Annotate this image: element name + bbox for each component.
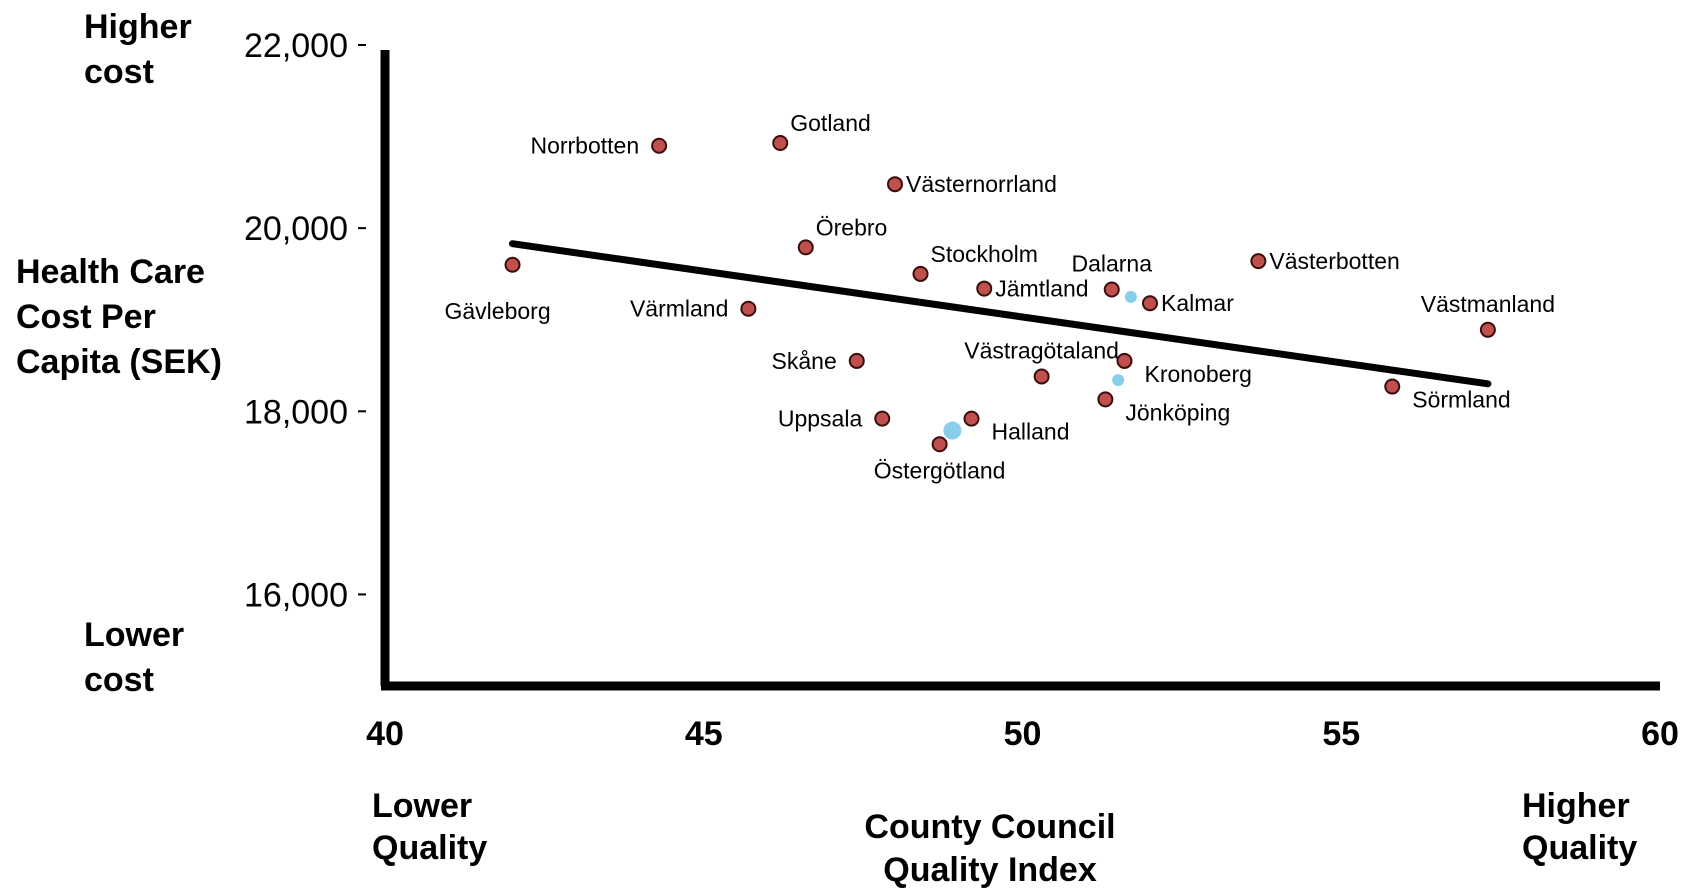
data-point xyxy=(1097,391,1114,408)
point-label: Västmanland xyxy=(1421,291,1555,317)
y-tick-label: 16,000 xyxy=(244,576,348,614)
x-low-annotation: Quality xyxy=(372,829,487,867)
point-label: Gävleborg xyxy=(445,298,551,324)
point-label: Kalmar xyxy=(1161,290,1234,316)
data-point xyxy=(1033,368,1050,385)
y-axis-title: Capita (SEK) xyxy=(16,343,222,381)
data-point xyxy=(963,410,980,427)
x-tick-label: 50 xyxy=(1004,715,1042,753)
data-point xyxy=(848,352,865,369)
y-tick-label: 18,000 xyxy=(244,393,348,431)
point-label: Halland xyxy=(992,419,1070,445)
data-point xyxy=(931,436,948,453)
points-group xyxy=(504,134,1496,453)
highlight-point xyxy=(943,421,962,440)
point-label: Västragötaland xyxy=(964,337,1119,363)
data-point xyxy=(1479,321,1496,338)
point-label: Sörmland xyxy=(1412,387,1510,413)
point-label: Jönköping xyxy=(1125,399,1230,425)
point-label: Västerbotten xyxy=(1269,248,1399,274)
point-label: Värmland xyxy=(630,296,728,322)
point-label: Norrbotten xyxy=(530,133,639,159)
point-label: Skåne xyxy=(772,348,837,374)
data-point xyxy=(887,176,903,193)
data-point xyxy=(651,137,668,154)
point-label: Örebro xyxy=(816,214,888,240)
y-low-annotation: Lower xyxy=(84,616,184,654)
data-point xyxy=(1103,281,1120,298)
data-point xyxy=(504,256,521,273)
y-axis-title: Cost Per xyxy=(16,298,156,336)
x-high-annotation: Quality xyxy=(1522,829,1637,867)
point-label: Uppsala xyxy=(778,406,863,432)
data-point xyxy=(797,239,814,256)
y-low-annotation: cost xyxy=(84,661,154,699)
x-high-annotation: Higher xyxy=(1522,787,1630,825)
x-tick-label: 40 xyxy=(366,715,404,753)
data-point xyxy=(874,410,891,427)
point-label: Dalarna xyxy=(1071,250,1152,276)
highlight-point xyxy=(1112,374,1125,387)
data-point xyxy=(740,300,757,317)
point-label: Östergötland xyxy=(874,457,1006,483)
point-label: Kronoberg xyxy=(1145,361,1252,387)
point-label: Västernorrland xyxy=(906,171,1057,197)
data-point xyxy=(1384,378,1401,395)
x-low-annotation: Lower xyxy=(372,787,472,825)
highlight-point xyxy=(1124,290,1137,303)
y-axis-title: Health Care xyxy=(16,253,205,291)
x-axis-title: Quality Index xyxy=(883,851,1097,889)
x-tick-label: 45 xyxy=(685,715,723,753)
data-point xyxy=(912,265,929,282)
axes: 16,000 18,000 20,000 22,000 40 45 50 55 60 Higher… xyxy=(16,8,1679,889)
data-point xyxy=(1250,253,1267,270)
point-label: Gotland xyxy=(790,110,871,136)
x-tick-label: 55 xyxy=(1322,715,1360,753)
point-label: Stockholm xyxy=(931,241,1038,267)
data-point xyxy=(976,280,993,297)
point-label: Jämtland xyxy=(995,276,1088,302)
x-axis-title: County Council xyxy=(864,808,1115,846)
y-tick-label: 22,000 xyxy=(244,27,348,65)
data-point xyxy=(1116,352,1133,369)
y-high-annotation: cost xyxy=(84,53,154,91)
labels-group: Norrbotten Gotland Västernorrland Örebro Gäv… xyxy=(445,110,1556,483)
trendline-group xyxy=(509,240,1492,388)
y-high-annotation: Higher xyxy=(84,8,192,46)
x-tick-label: 60 xyxy=(1641,715,1679,753)
trendline xyxy=(509,240,1492,388)
data-point xyxy=(1142,295,1158,312)
data-point xyxy=(772,134,789,151)
y-tick-label: 20,000 xyxy=(244,210,348,248)
